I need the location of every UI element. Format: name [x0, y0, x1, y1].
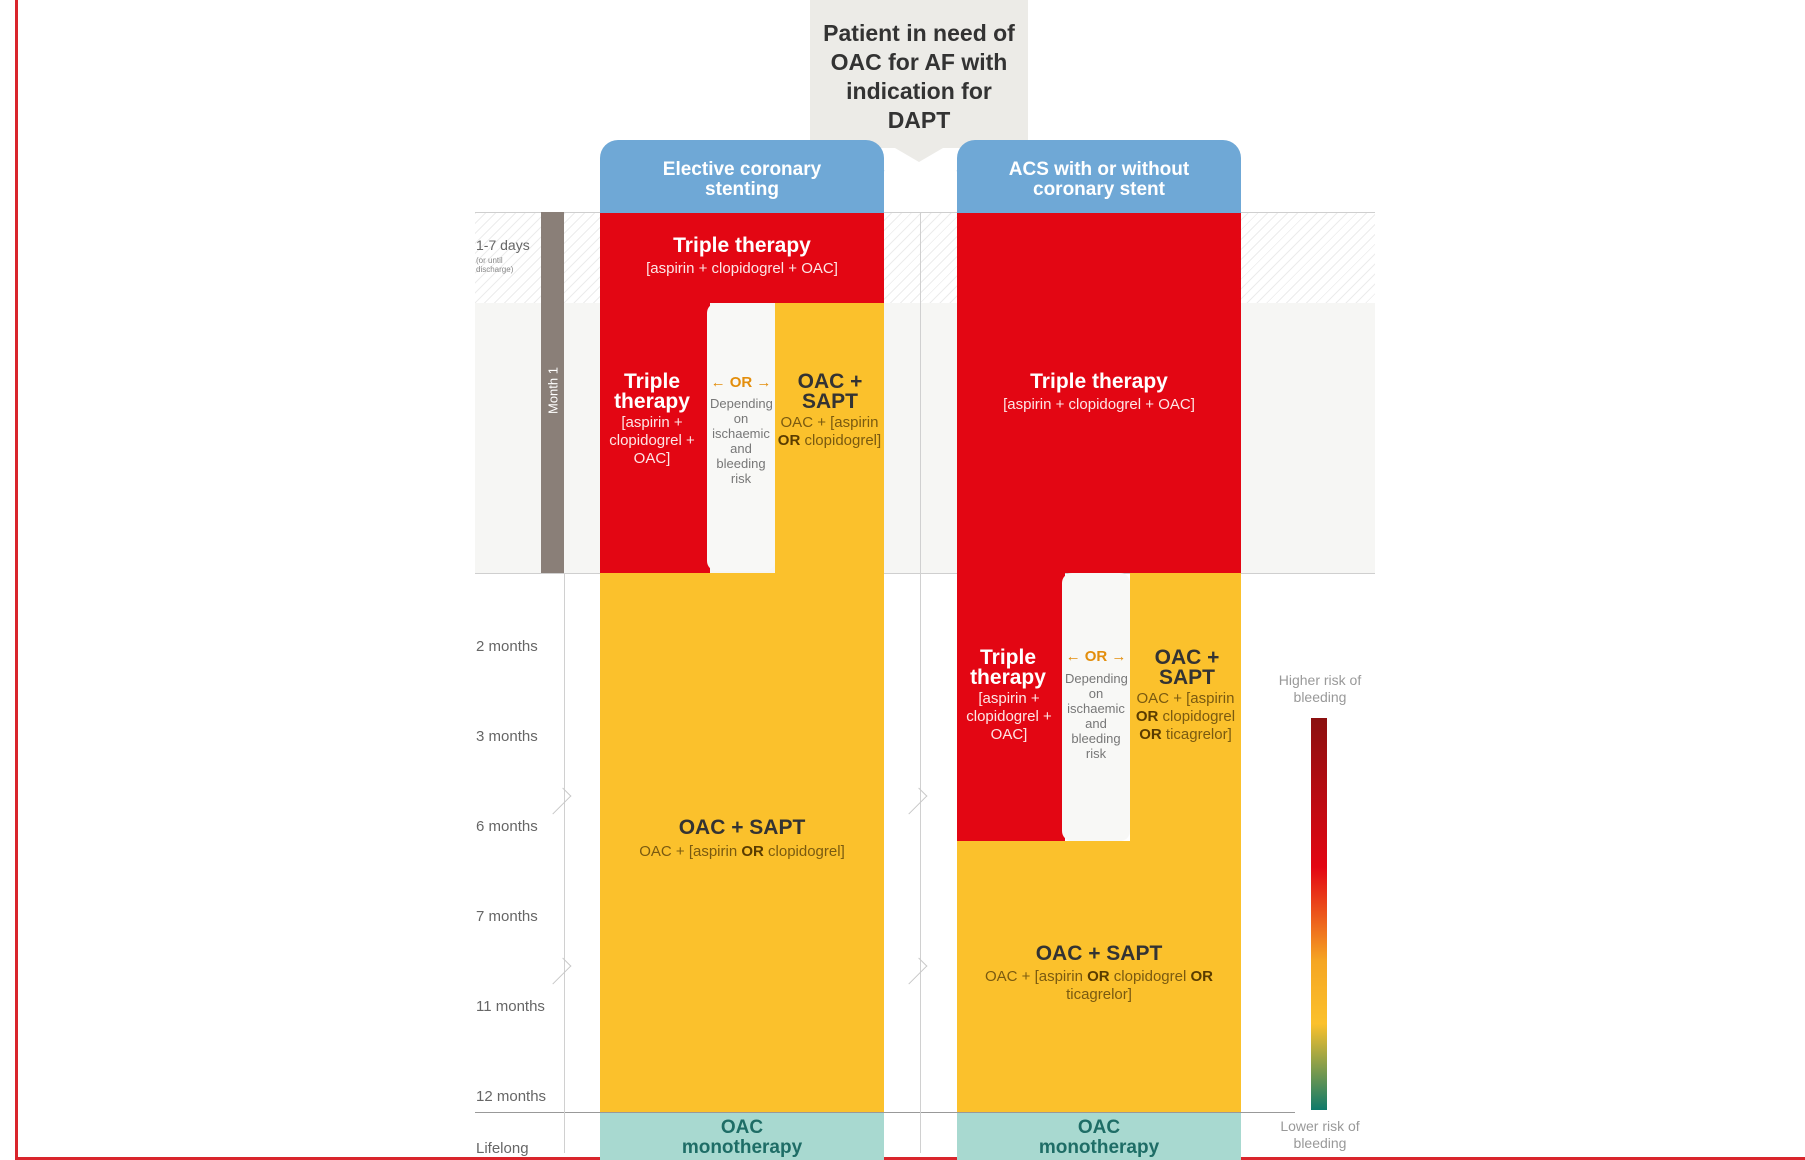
branch-elective: Elective coronary stenting — [600, 140, 884, 213]
left-long-title: OAC + SAPT — [678, 816, 806, 839]
branch-elective-label: Elective coronary stenting — [662, 158, 822, 200]
month1-label: Month 1 — [545, 367, 561, 414]
branch-acs-label: ACS with or without coronary stent — [1008, 158, 1190, 200]
left-oac-sapt — [600, 573, 884, 1112]
left-axis-break-1 — [544, 787, 572, 815]
left-depending-text: Depending on ischaemic and bleeding risk — [710, 396, 773, 486]
right-or-label: ← OR → — [1065, 648, 1127, 665]
left-mono-label: OAC monotherapy — [681, 1117, 803, 1158]
left-alt-sub: OAC + [aspirin OR clopidogrel] — [777, 414, 882, 449]
right-mono-label: OAC monotherapy — [1038, 1117, 1160, 1158]
center-axis-break-1 — [900, 787, 928, 815]
right-long-sub: OAC + [aspirin OR clopidogrel OR ticagre… — [984, 968, 1213, 1003]
gridline-top — [475, 212, 1375, 213]
label-1-7-days: 1-7 days — [476, 237, 530, 253]
left-or-label: ← OR → — [710, 374, 772, 391]
right-or-pill — [1062, 573, 1130, 841]
center-axis-line — [920, 213, 921, 1153]
label-7-months: 7 months — [476, 908, 538, 925]
left-border-line — [15, 0, 18, 1160]
legend-gradient-bar — [1311, 718, 1327, 1110]
right-long-title: OAC + SAPT — [1035, 942, 1163, 965]
bottom-border-line — [15, 1157, 1805, 1160]
right-sapt-option — [1130, 573, 1241, 841]
label-1-7-days-note: (or until discharge) — [476, 256, 514, 274]
center-axis-break-2 — [900, 957, 928, 985]
left-alt-title: OAC + SAPT — [797, 370, 863, 413]
left-sapt-option — [775, 303, 884, 573]
root-node: Patient in need of OAC for AF with indic… — [810, 0, 1028, 148]
right-mid-sub: [aspirin + clopidogrel + OAC] — [966, 690, 1052, 743]
gridline-12m — [475, 1112, 1295, 1113]
right-depending-text: Depending on ischaemic and bleeding risk — [1065, 671, 1128, 761]
right-oac-sapt — [957, 841, 1241, 1112]
label-12-months: 12 months — [476, 1088, 547, 1105]
left-triple-option — [600, 303, 710, 573]
right-top-title: Triple therapy — [1030, 370, 1168, 393]
left-top-title: Triple therapy — [673, 234, 811, 257]
left-mid-sub: [aspirin + clopidogrel + OAC] — [609, 414, 695, 467]
right-triple-1m — [957, 213, 1241, 573]
left-top-sub: [aspirin + clopidogrel + OAC] — [646, 260, 838, 277]
right-triple-option — [957, 573, 1065, 841]
label-lifelong: Lifelong — [476, 1140, 529, 1157]
branch-acs: ACS with or without coronary stent — [957, 140, 1241, 213]
label-11-months: 11 months — [476, 998, 545, 1015]
label-6-months: 6 months — [476, 818, 538, 835]
right-top-sub: [aspirin + clopidogrel + OAC] — [1003, 396, 1195, 413]
legend-high-label: Higher risk of bleeding — [1278, 672, 1362, 705]
root-text: Patient in need of OAC for AF with indic… — [823, 20, 1015, 133]
right-alt-sub: OAC + [aspirin OR clopidogrel OR ticagre… — [1135, 690, 1236, 743]
right-alt-title: OAC + SAPT — [1154, 646, 1220, 689]
left-or-pill — [707, 303, 775, 571]
label-3-months: 3 months — [476, 728, 538, 745]
left-mid-title: Triple therapy — [614, 370, 690, 413]
right-mid-title: Triple therapy — [970, 646, 1046, 689]
left-triple-1-7d — [600, 213, 884, 303]
left-long-sub: OAC + [aspirin OR clopidogrel] — [639, 843, 845, 860]
left-oac-mono — [600, 1113, 884, 1160]
gridline-month1 — [475, 573, 1375, 574]
right-oac-mono — [957, 1113, 1241, 1160]
legend-low-label: Lower risk of bleeding — [1280, 1118, 1360, 1151]
label-2-months: 2 months — [476, 638, 538, 655]
center-gap — [884, 162, 957, 202]
root-pointer — [895, 148, 943, 162]
left-axis-line — [564, 573, 565, 1153]
month1-bar — [541, 212, 564, 573]
left-axis-break-2 — [544, 957, 572, 985]
